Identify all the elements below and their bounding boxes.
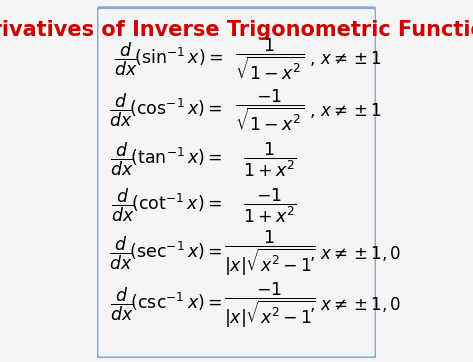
Text: $\dfrac{d}{dx}\!\left(\cot^{-1}x\right)=$: $\dfrac{d}{dx}\!\left(\cot^{-1}x\right)=…: [112, 187, 223, 224]
Text: $\dfrac{1}{1+x^2}$: $\dfrac{1}{1+x^2}$: [243, 140, 297, 179]
Text: Derivatives of Inverse Trigonometric Functions: Derivatives of Inverse Trigonometric Fun…: [0, 20, 473, 40]
Text: $\dfrac{d}{dx}\!\left(\sin^{-1}x\right)=$: $\dfrac{d}{dx}\!\left(\sin^{-1}x\right)=…: [114, 40, 223, 78]
Text: $\dfrac{-1}{\sqrt{1-x^2}}$: $\dfrac{-1}{\sqrt{1-x^2}}$: [235, 87, 305, 133]
Text: $\dfrac{1}{|x|\sqrt{x^2-1}}$: $\dfrac{1}{|x|\sqrt{x^2-1}}$: [224, 229, 316, 278]
Text: $\dfrac{d}{dx}\!\left(\csc^{-1}x\right)=$: $\dfrac{d}{dx}\!\left(\csc^{-1}x\right)=…: [110, 286, 223, 324]
Text: $,\, x \neq \pm1,0$: $,\, x \neq \pm1,0$: [309, 244, 402, 263]
FancyBboxPatch shape: [97, 8, 376, 358]
Text: $\dfrac{1}{\sqrt{1-x^2}}$: $\dfrac{1}{\sqrt{1-x^2}}$: [235, 36, 305, 82]
Text: $,\, x \neq \pm1$: $,\, x \neq \pm1$: [309, 50, 382, 68]
Text: $\dfrac{d}{dx}\!\left(\cos^{-1}x\right)=$: $\dfrac{d}{dx}\!\left(\cos^{-1}x\right)=…: [109, 92, 223, 129]
Text: $\dfrac{d}{dx}\!\left(\sec^{-1}x\right)=$: $\dfrac{d}{dx}\!\left(\sec^{-1}x\right)=…: [109, 235, 223, 272]
Text: $\dfrac{-1}{|x|\sqrt{x^2-1}}$: $\dfrac{-1}{|x|\sqrt{x^2-1}}$: [224, 280, 316, 329]
Text: $\dfrac{d}{dx}\!\left(\tan^{-1}x\right)=$: $\dfrac{d}{dx}\!\left(\tan^{-1}x\right)=…: [110, 141, 223, 178]
Text: $,\, x \neq \pm1,0$: $,\, x \neq \pm1,0$: [309, 295, 402, 314]
Text: $,\, x \neq \pm1$: $,\, x \neq \pm1$: [309, 101, 382, 120]
Text: $\dfrac{-1}{1+x^2}$: $\dfrac{-1}{1+x^2}$: [243, 186, 297, 225]
